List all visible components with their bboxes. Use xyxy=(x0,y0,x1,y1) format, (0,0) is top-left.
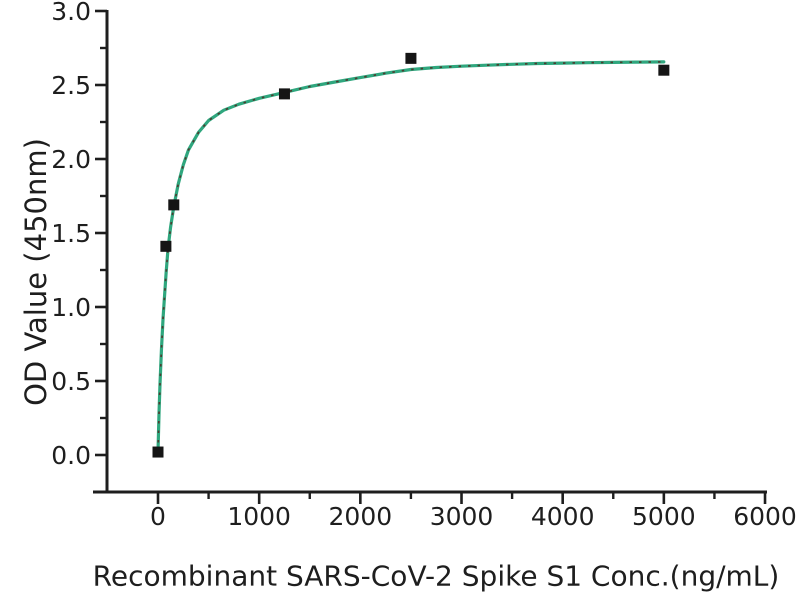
x-tick-label: 3000 xyxy=(430,502,494,531)
x-tick-label: 0 xyxy=(150,502,166,531)
x-tick-label: 5000 xyxy=(632,502,696,531)
x-axis-title: Recombinant SARS-CoV-2 Spike S1 Conc.(ng… xyxy=(92,559,780,593)
x-tick-label: 4000 xyxy=(531,502,595,531)
y-tick-label: 0.5 xyxy=(51,367,91,396)
data-point-marker xyxy=(168,199,180,211)
data-point-marker xyxy=(658,64,670,76)
data-point-marker xyxy=(278,88,290,100)
data-point-marker xyxy=(152,446,164,458)
x-tick-label: 2000 xyxy=(329,502,393,531)
y-tick-label: 0.0 xyxy=(51,441,91,470)
x-tick-label: 1000 xyxy=(227,502,291,531)
y-tick-label: 2.5 xyxy=(51,71,91,100)
y-axis-title: OD Value (450nm) xyxy=(19,138,53,406)
data-point-marker xyxy=(160,240,172,252)
y-tick-label: 1.5 xyxy=(51,219,91,248)
y-tick-label: 3.0 xyxy=(51,0,91,26)
y-tick-label: 1.0 xyxy=(51,293,91,322)
y-tick-label: 2.0 xyxy=(51,145,91,174)
x-tick-label: 6000 xyxy=(733,502,797,531)
data-point-marker xyxy=(405,52,417,64)
fit-curve-line xyxy=(156,60,666,454)
fit-curve-dash-overlay xyxy=(157,61,664,453)
